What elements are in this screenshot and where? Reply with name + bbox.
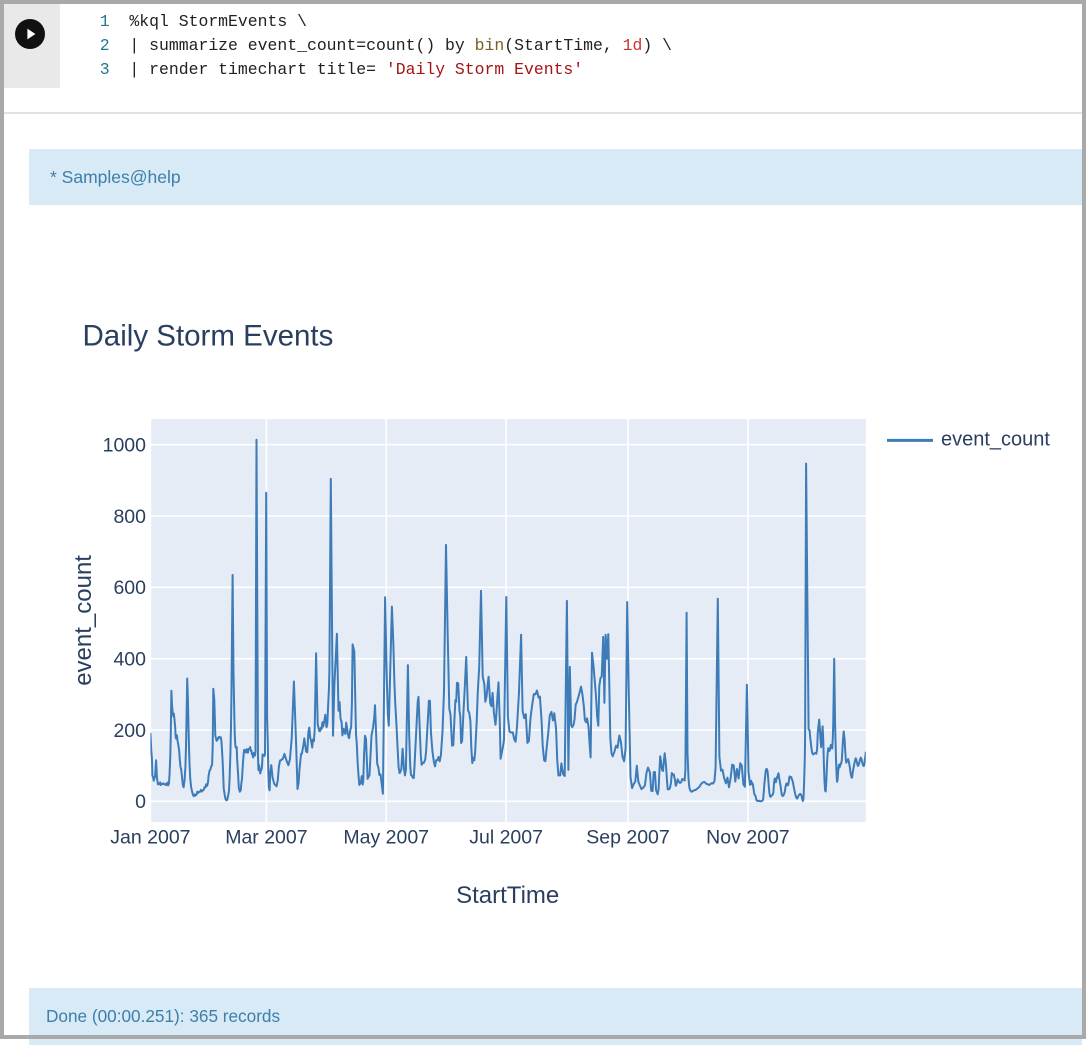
svg-text:Jul 2007: Jul 2007 <box>469 827 543 849</box>
svg-text:Mar 2007: Mar 2007 <box>225 827 307 849</box>
svg-text:200: 200 <box>113 720 146 742</box>
svg-text:400: 400 <box>113 649 146 671</box>
svg-text:1000: 1000 <box>103 435 147 457</box>
svg-text:event_count: event_count <box>941 429 1050 451</box>
svg-text:0: 0 <box>135 791 146 813</box>
svg-text:May 2007: May 2007 <box>343 827 429 849</box>
svg-text:800: 800 <box>113 506 146 528</box>
svg-text:Jan 2007: Jan 2007 <box>110 827 190 849</box>
svg-text:event_count: event_count <box>70 555 97 686</box>
svg-text:Nov 2007: Nov 2007 <box>706 827 789 849</box>
svg-text:Sep 2007: Sep 2007 <box>586 827 670 849</box>
svg-text:StartTime: StartTime <box>456 882 559 909</box>
svg-text:Daily Storm Events: Daily Storm Events <box>83 319 334 352</box>
svg-text:600: 600 <box>113 577 146 599</box>
